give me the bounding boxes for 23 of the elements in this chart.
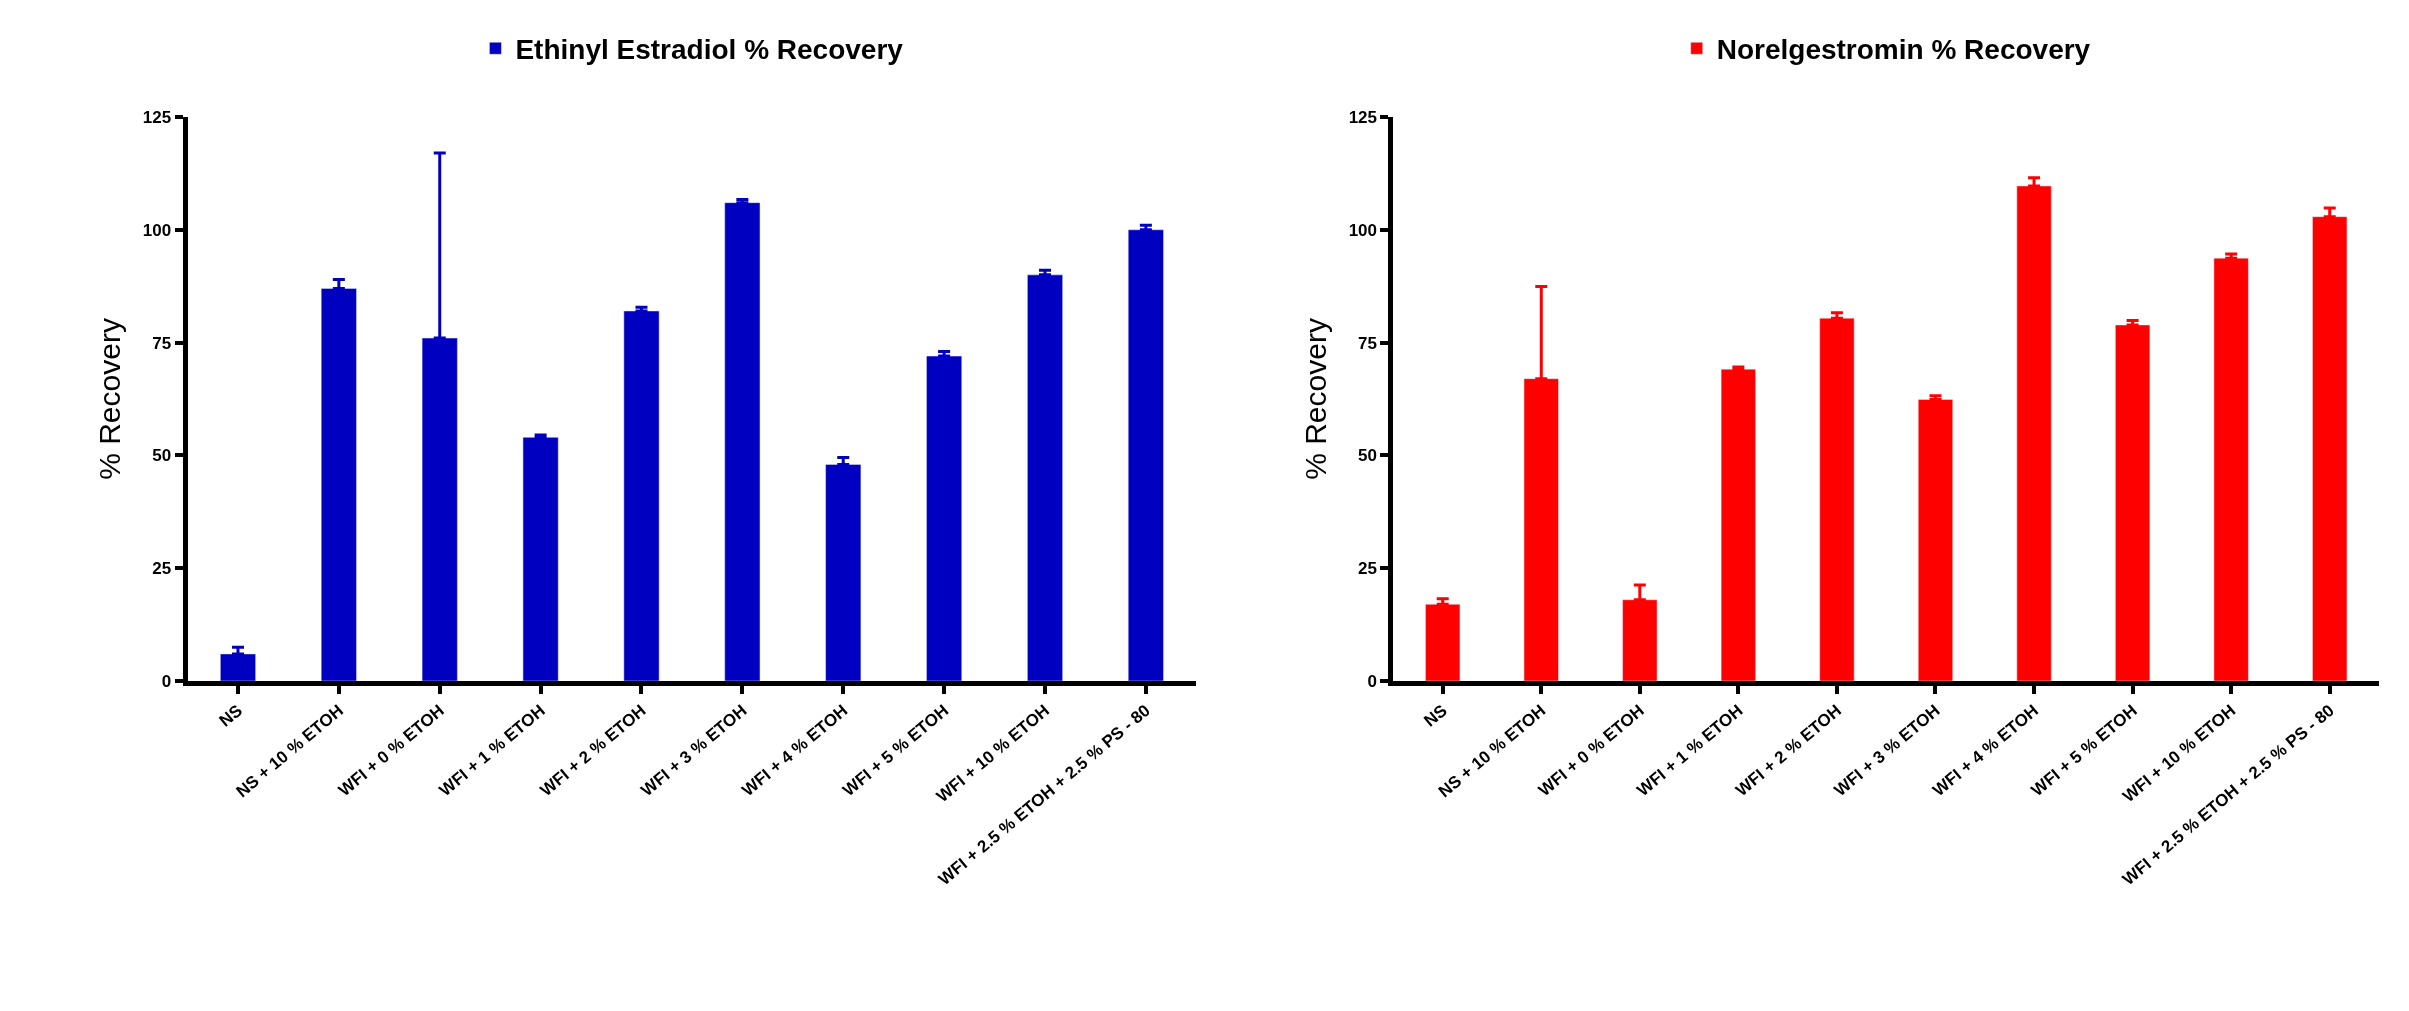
legend-label: Norelgestromin % Recovery: [1716, 34, 2091, 66]
bar: [724, 202, 761, 681]
y-tick-label: 125: [1348, 107, 1378, 127]
y-axis-title: % Recovery: [92, 318, 126, 480]
x-tick-label: NS: [1420, 700, 1451, 731]
y-tick-label: 100: [142, 220, 172, 240]
bar: [522, 437, 559, 681]
y-tick-label: 25: [152, 559, 172, 579]
y-tick-label: 125: [142, 107, 172, 127]
bar: [623, 310, 660, 681]
bar: [2213, 257, 2249, 681]
y-tick-label: 100: [1348, 220, 1378, 240]
y-axis-title: % Recovery: [1298, 318, 1332, 480]
bar: [1720, 368, 1756, 681]
y-tick-label: 75: [152, 333, 172, 353]
legend-label: Ethinyl Estradiol % Recovery: [515, 34, 904, 66]
y-tick-label: 0: [161, 671, 172, 691]
y-tick-label: 25: [1358, 559, 1378, 579]
y-tick-label: 75: [1358, 333, 1378, 353]
x-tick-label: NS: [215, 700, 247, 731]
y-tick-label: 50: [1358, 446, 1378, 466]
y-tick-label: 50: [152, 446, 172, 466]
y-tick-label: 0: [1367, 671, 1378, 691]
